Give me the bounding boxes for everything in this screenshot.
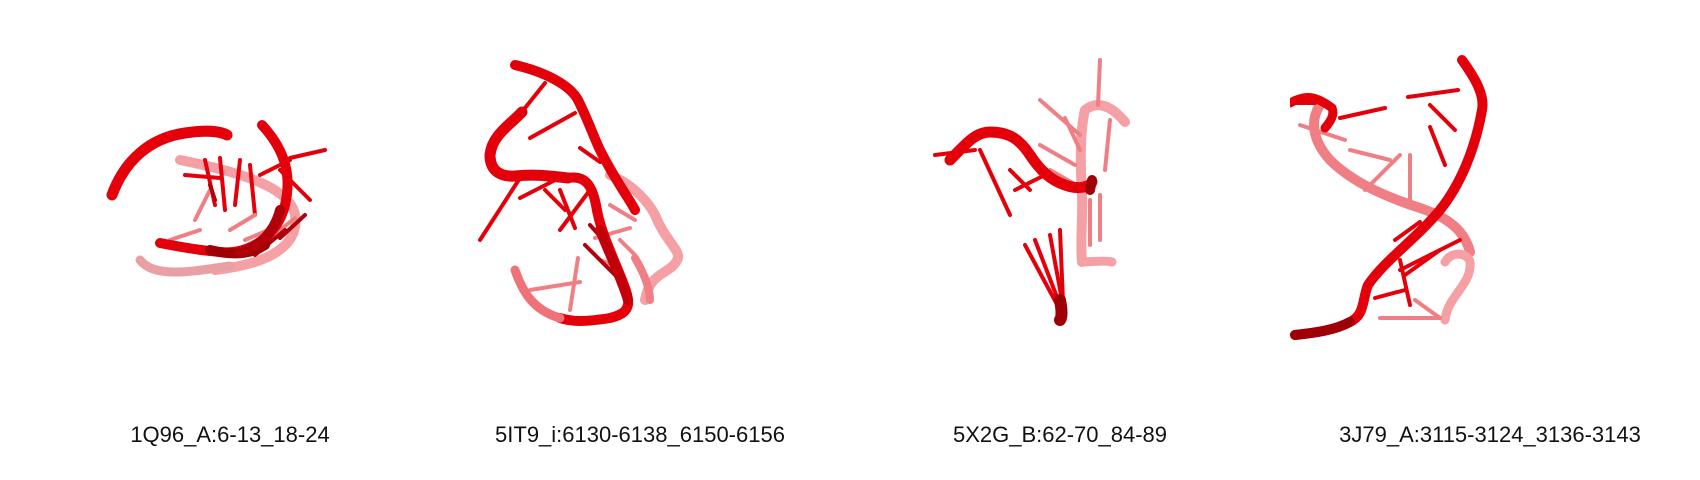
structure-panel-2: 5IT9_i:6130-6138_6150-6156	[460, 0, 820, 480]
structure-caption-4: 3J79_A:3115-3124_3136-3143	[1339, 422, 1641, 447]
structure-panel-1: 1Q96_A:6-13_18-24	[80, 0, 380, 480]
rna-structure-2-image	[478, 60, 684, 326]
structure-caption-1: 1Q96_A:6-13_18-24	[130, 422, 330, 447]
structure-caption-3: 5X2G_B:62-70_84-89	[952, 422, 1168, 447]
rna-structure-1-image	[106, 120, 327, 277]
structure-caption-2: 5IT9_i:6130-6138_6150-6156	[495, 422, 785, 447]
structure-panel-3: 5X2G_B:62-70_84-89	[900, 0, 1220, 480]
rna-structure-3-image	[933, 58, 1130, 326]
structure-panel-4: 3J79_A:3115-3124_3136-3143	[1290, 0, 1690, 480]
rna-structure-4-image	[1290, 55, 1488, 340]
